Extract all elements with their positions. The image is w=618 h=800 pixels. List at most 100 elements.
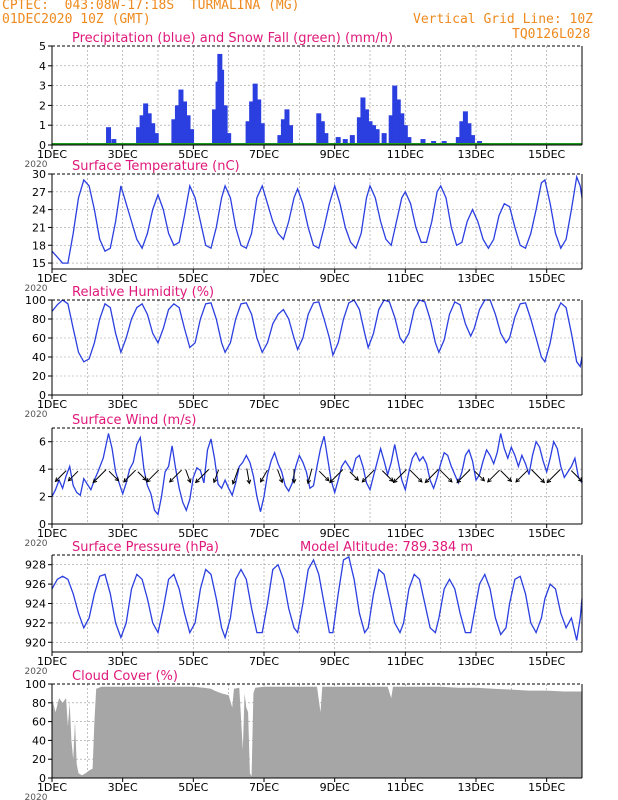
humidity-ytick-label: 60: [32, 332, 46, 345]
pressure-year-label: 2020: [25, 667, 48, 677]
vertical-grid-note: Vertical Grid Line: 10Z: [413, 12, 594, 27]
precip-bar: [371, 125, 377, 145]
precip-xtick-label: 5DEC: [178, 148, 208, 161]
precip-xtick-label: 13DEC: [457, 148, 494, 161]
precip-bar: [106, 127, 112, 145]
precip-year-label: 2020: [25, 160, 48, 170]
precip-bar: [153, 133, 159, 145]
wind-line: [51, 433, 583, 516]
wind-arrow: [456, 469, 471, 483]
precip-bar: [420, 139, 426, 145]
precip-bar: [349, 135, 355, 145]
cloud-ytick-label: 100: [25, 678, 46, 691]
cloud-xtick-label: 13DEC: [457, 781, 494, 794]
wind-arrowhead: [424, 478, 430, 484]
temperature-title: Surface Temperature (nC): [72, 159, 240, 174]
precip-bar: [399, 113, 405, 145]
wind-arrowhead: [480, 476, 486, 482]
wind-arrowhead: [540, 478, 546, 484]
precip-ytick-label: 5: [39, 40, 46, 53]
run-date: 01DEC2020 10Z (GMT): [2, 12, 151, 27]
humidity-xtick-label: 9DEC: [320, 398, 350, 411]
wind-arrow: [123, 469, 137, 483]
precip-bar: [259, 123, 265, 145]
precip-bar: [146, 113, 152, 145]
cloud-xtick-label: 9DEC: [320, 781, 350, 794]
precip-bar: [367, 121, 373, 145]
wind-arrow: [260, 469, 268, 483]
precip-bar: [212, 109, 218, 145]
wind-arrowhead: [114, 476, 120, 482]
wind-arrowhead: [389, 477, 394, 483]
wind-arrowhead: [146, 477, 151, 483]
wind-xtick-label: 13DEC: [457, 527, 494, 540]
wind-arrowhead: [212, 478, 218, 484]
pressure-xtick-label: 9DEC: [320, 655, 350, 668]
cloud-ytick-label: 60: [32, 716, 46, 729]
station-header: CPTEC: 043:08W-17:18S TURMALINA (MG): [2, 0, 300, 13]
pressure-ytick-label: 924: [25, 598, 46, 611]
precip-bar: [139, 115, 145, 145]
temperature-ytick-label: 21: [32, 221, 46, 234]
wind-arrowhead: [92, 478, 98, 484]
wind-arrow: [381, 470, 394, 482]
precip-bar: [388, 115, 394, 145]
humidity-xtick-label: 5DEC: [178, 398, 208, 411]
wind-year-label: 2020: [25, 539, 48, 549]
precip-bar: [395, 99, 401, 145]
pressure-ytick-label: 928: [25, 559, 46, 572]
wind-arrow: [361, 469, 375, 483]
pressure-xtick-label: 1DEC: [37, 655, 67, 668]
wind-xtick-label: 5DEC: [178, 527, 208, 540]
pressure-xtick-label: 13DEC: [457, 655, 494, 668]
precip-ytick-label: 0: [39, 139, 46, 152]
pressure-xtick-label: 5DEC: [178, 655, 208, 668]
precip-bar: [284, 109, 290, 145]
temperature-year-label: 2020: [25, 284, 48, 294]
wind-arrow: [195, 469, 210, 483]
cloud-xtick-label: 3DEC: [108, 781, 138, 794]
wind-xtick-label: 1DEC: [37, 527, 67, 540]
pressure-ytick-label: 922: [25, 617, 46, 630]
precip-bar: [280, 119, 286, 145]
precip-bar: [363, 109, 369, 145]
precip-bar: [189, 129, 195, 145]
temperature-line: [51, 174, 583, 264]
cloud-ytick-label: 20: [32, 753, 46, 766]
precip-bar: [469, 135, 475, 145]
wind-arrow: [146, 469, 159, 483]
wind-arrowhead: [354, 476, 360, 481]
wind-arrow: [329, 469, 344, 483]
wind-arrow: [108, 470, 119, 482]
cloud-xtick-label: 11DEC: [387, 781, 424, 794]
wind-arrow: [393, 469, 407, 483]
wind-arrowhead: [546, 478, 552, 484]
wind-arrow: [570, 470, 583, 482]
wind-arrow: [318, 470, 330, 482]
wind-arrow: [409, 469, 423, 483]
humidity-xtick-label: 13DEC: [457, 398, 494, 411]
wind-arrow: [185, 469, 191, 483]
wind-arrowhead: [278, 478, 284, 484]
precip-bar: [374, 129, 380, 145]
wind-arrow: [213, 469, 220, 483]
precip-bar: [360, 97, 366, 145]
precip-bar: [335, 137, 341, 145]
precip-bar: [288, 125, 293, 145]
temperature-xtick-label: 3DEC: [108, 272, 138, 285]
wind-arrowhead: [168, 477, 174, 483]
pressure-xtick-label: 7DEC: [249, 655, 279, 668]
pressure-title: Surface Pressure (hPa): [72, 540, 219, 555]
wind-arrow: [530, 469, 545, 483]
wind-arrowhead: [123, 477, 128, 483]
wind-arrowhead: [361, 477, 367, 483]
precip-bar: [150, 123, 156, 145]
wind-arrow: [500, 470, 512, 482]
wind-ytick-label: 4: [39, 463, 46, 476]
wind-arrow: [246, 468, 250, 484]
model-code: TQ0126L028: [512, 27, 591, 42]
humidity-ytick-label: 0: [39, 389, 46, 402]
precip-bar: [319, 121, 325, 145]
wind-arrowhead: [486, 477, 492, 483]
wind-arrow: [439, 469, 453, 483]
